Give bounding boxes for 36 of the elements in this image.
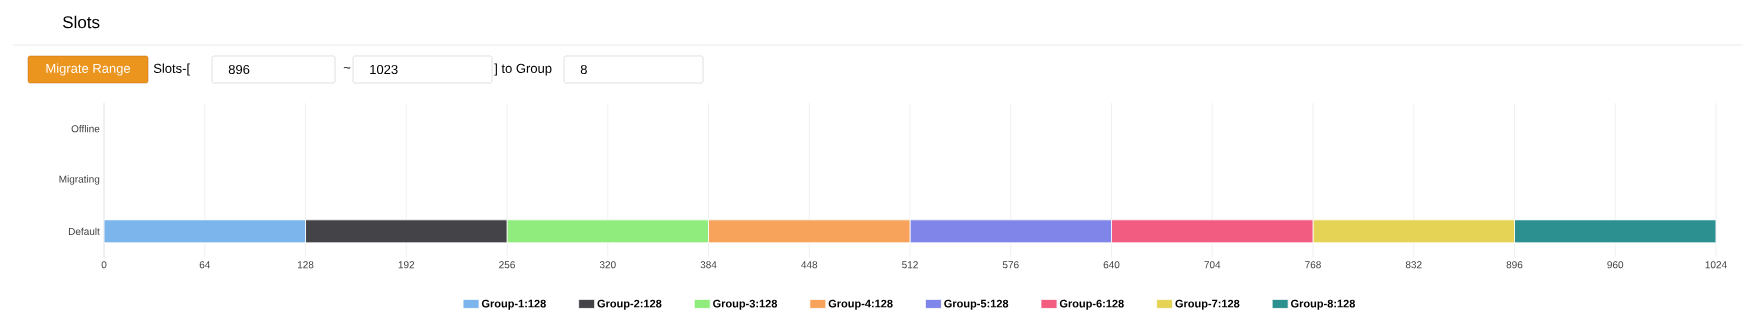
x-tick-label: 960 — [1607, 261, 1624, 269]
x-tick-label: 256 — [499, 261, 515, 269]
text: Migrate Range — [46, 63, 131, 76]
x-tick-label: 896 — [1506, 261, 1523, 269]
chart-title: Slots — [63, 15, 100, 29]
text: 1023 — [370, 64, 398, 75]
text: ~ — [343, 66, 351, 69]
x-tick-label: 64 — [199, 261, 211, 269]
x-tick-label: 640 — [1103, 261, 1120, 269]
legend-label: Group-3:128 — [713, 299, 778, 310]
legend-label: Group-2:128 — [597, 299, 662, 310]
x-tick-label: 768 — [1305, 261, 1321, 269]
y-tick-label: Default — [68, 227, 100, 235]
x-tick-label: 448 — [801, 261, 818, 269]
x-tick-label: 192 — [398, 261, 415, 269]
legend-label: Group-1:128 — [481, 299, 546, 310]
x-tick-label: 384 — [700, 261, 717, 269]
text: 8 — [580, 64, 587, 75]
x-tick-label: 576 — [1002, 261, 1019, 269]
legend-label: Group-4:128 — [828, 299, 893, 310]
x-tick-label: 128 — [297, 261, 314, 269]
legend-label: Group-5:128 — [944, 299, 1009, 310]
x-tick-label: 704 — [1204, 261, 1221, 269]
x-tick-label: 1024 — [1705, 261, 1727, 269]
legend-label: Group-7:128 — [1175, 299, 1240, 310]
y-tick-label: Migrating — [59, 175, 100, 185]
x-tick-label: 0 — [101, 261, 107, 269]
legend-label: Group-8:128 — [1291, 299, 1355, 310]
legend-label: Group-6:128 — [1059, 299, 1124, 310]
y-tick-label: Offline — [71, 125, 100, 133]
x-tick-label: 512 — [902, 261, 918, 269]
x-tick-label: 832 — [1405, 261, 1422, 269]
text: 896 — [228, 64, 250, 75]
x-tick-label: 320 — [599, 261, 616, 269]
text: ] to Group — [494, 63, 552, 76]
text: Slots-[ — [153, 63, 190, 76]
